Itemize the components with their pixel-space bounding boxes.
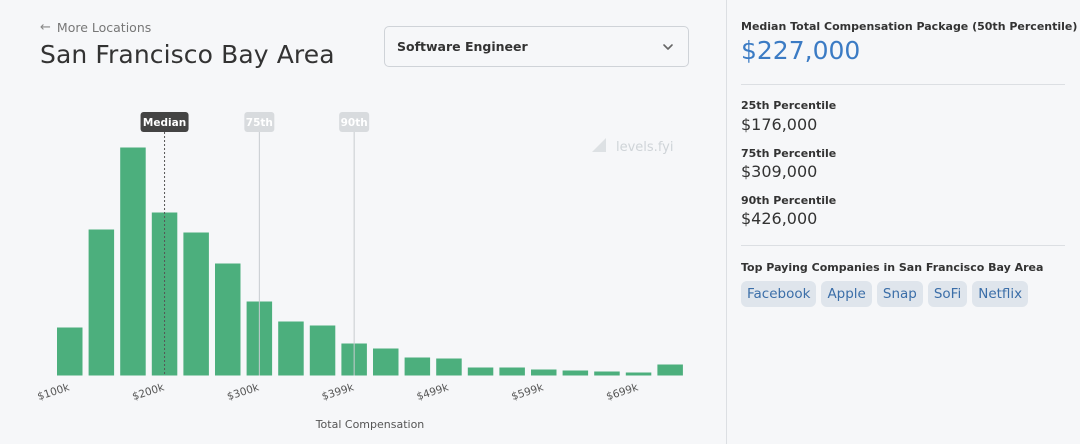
watermark-logo-icon [592,138,606,152]
histogram-bar [531,369,557,376]
median-value: $227,000 [741,36,861,65]
company-chip-apple[interactable]: Apple [821,281,872,307]
page-title: San Francisco Bay Area [40,40,335,69]
compensation-histogram: levels.fyi Median 75th 90th $100k $200k $300k $… [0,100,710,444]
histogram-bar [657,364,683,376]
company-chip-sofi[interactable]: SoFi [927,281,968,307]
histogram-bar [88,229,115,376]
p75-label: 75th Percentile [741,147,837,160]
histogram-svg: levels.fyi Median 75th 90th $100k $200k $300k $… [36,112,683,431]
marker-label-90th: 90th [341,117,368,129]
histogram-bar [278,321,304,376]
marker-label-75th: 75th [246,117,273,129]
p90-value: $426,000 [741,209,818,228]
arrow-left-icon: ← [40,20,51,35]
p75-value: $309,000 [741,162,818,181]
watermark-text: levels.fyi [616,140,673,155]
x-axis-label: Total Compensation [315,418,425,431]
x-tick-label: $499k [415,381,451,403]
marker-badge-75th [244,112,275,132]
stats-divider [741,84,1065,85]
x-tick-label: $599k [510,381,546,403]
more-locations-link[interactable]: ← More Locations [40,20,151,35]
histogram-bar [373,348,399,376]
marker-label-median: Median [143,117,186,129]
x-tick-label: $200k [131,381,167,403]
histogram-bar [183,232,209,376]
company-chips: Facebook Apple Snap SoFi Netflix [741,281,1029,307]
histogram-bar [562,370,589,376]
company-chip-facebook[interactable]: Facebook [741,281,817,307]
top-companies-title: Top Paying Companies in San Francisco Ba… [741,261,1044,274]
x-tick-label: $300k [226,381,262,403]
role-select[interactable]: Software Engineer [384,26,689,67]
company-chip-netflix[interactable]: Netflix [972,281,1029,307]
p90-label: 90th Percentile [741,194,837,207]
histogram-bar [57,327,83,376]
histogram-bar [467,367,494,376]
histogram-bar [309,325,336,376]
histogram-bar [499,367,525,376]
company-chip-snap[interactable]: Snap [876,281,923,307]
marker-badge-90th [339,112,370,132]
histogram-bar [404,357,431,376]
p25-label: 25th Percentile [741,99,837,112]
median-label: Median Total Compensation Package (50th … [741,20,1078,33]
role-select-value: Software Engineer [397,39,528,54]
chevron-down-icon [663,43,673,50]
histogram-bar [625,372,652,376]
x-tick-label: $100k [36,381,72,403]
histogram-bar [120,147,146,376]
more-locations-label: More Locations [56,20,152,35]
histogram-bar [594,371,620,376]
x-tick-label: $399k [320,381,356,403]
histogram-bar [215,263,241,376]
marker-badge-median [140,112,189,132]
panel-divider [726,0,727,444]
companies-divider [741,245,1065,246]
p25-value: $176,000 [741,115,818,134]
histogram-bar [436,358,462,376]
x-tick-label: $699k [605,381,641,403]
